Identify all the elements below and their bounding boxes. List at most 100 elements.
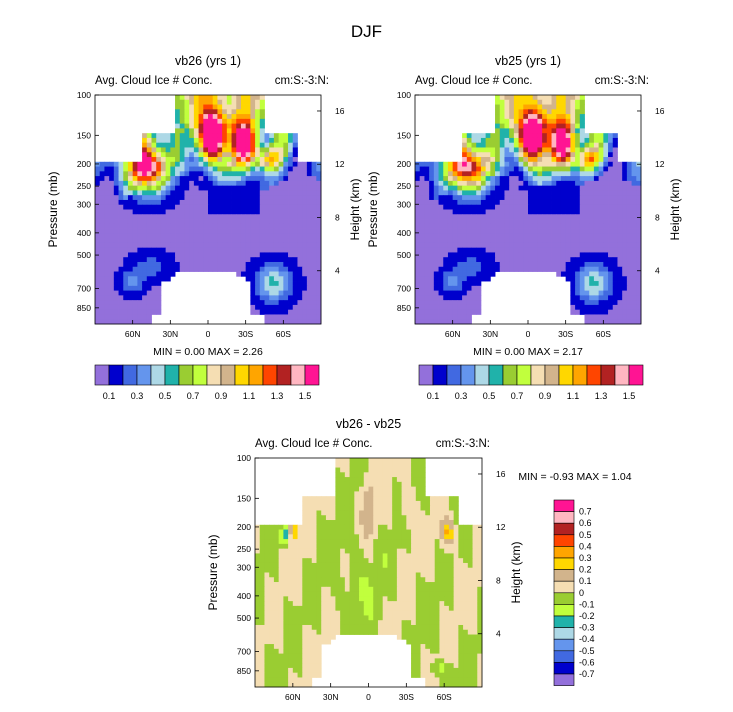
labelbar-label: 0.5 xyxy=(159,391,172,401)
y-tick-label: 100 xyxy=(77,90,91,100)
y-tick-label: 850 xyxy=(397,303,411,313)
y2-tick-label: 8 xyxy=(335,212,340,222)
labelbar-swatch xyxy=(446,364,462,386)
y2-tick-label: 8 xyxy=(655,212,660,222)
labelbar-label: 1.1 xyxy=(567,391,580,401)
y2-tick-label: 16 xyxy=(335,106,345,116)
y2-tick-label: 4 xyxy=(655,266,660,276)
labelbar-label: -0.7 xyxy=(579,669,595,679)
x-tick-label: 0 xyxy=(206,329,211,339)
x-tick-label: 30S xyxy=(238,329,253,339)
y2-axis-title: Height (km) xyxy=(668,178,682,240)
y-tick-label: 500 xyxy=(397,250,411,260)
labelbar-swatch xyxy=(544,364,560,386)
labelbar-swatch xyxy=(108,364,124,386)
labelbar-swatch xyxy=(553,673,575,686)
x-tick-label: 30N xyxy=(163,329,179,339)
y-tick-label: 700 xyxy=(397,284,411,294)
labelbar-swatch xyxy=(94,364,110,386)
panel-vb26: vb26 (yrs 1) Avg. Cloud Ice # Conc. cm:S:-… xyxy=(46,54,362,339)
y-tick-label: 200 xyxy=(397,159,411,169)
y-axis-title: Pressure (mb) xyxy=(46,171,60,247)
labelbar-label: 0.3 xyxy=(131,391,144,401)
x-tick-label: 60N xyxy=(445,329,461,339)
labelbar-label: 1.1 xyxy=(243,391,256,401)
x-tick-label: 60N xyxy=(285,692,301,702)
labelbar-swatch xyxy=(553,499,575,512)
labelbar-label: -0.2 xyxy=(579,611,595,621)
labelbar-label: -0.1 xyxy=(579,599,595,609)
labelbar-label: 0 xyxy=(579,588,584,598)
y2-axis-title: Height (km) xyxy=(509,541,523,603)
y2-tick-label: 8 xyxy=(496,575,501,585)
labelbar-label: -0.5 xyxy=(579,646,595,656)
y-tick-label: 400 xyxy=(77,228,91,238)
panel-right-label: cm:S:-3:N: xyxy=(595,75,649,87)
labelbar-label: 1.5 xyxy=(299,391,312,401)
y2-tick-label: 12 xyxy=(496,522,506,532)
minmax-readout-diff: MIN = -0.93 MAX = 1.04 xyxy=(518,471,631,483)
labelbar-label: 0.7 xyxy=(579,507,592,517)
labelbar-swatch xyxy=(488,364,504,386)
labelbar-swatch xyxy=(614,364,630,386)
labelbar-swatch xyxy=(553,580,575,594)
labelbar-label: 0.1 xyxy=(427,391,440,401)
y-tick-label: 250 xyxy=(237,544,251,554)
labelbar-swatch xyxy=(600,364,616,386)
y2-axis-title: Height (km) xyxy=(348,178,362,240)
panel-right-label: cm:S:-3:N: xyxy=(436,438,490,450)
labelbar-label: 0.3 xyxy=(579,553,592,563)
labelbar-label: 0.7 xyxy=(511,391,524,401)
labelbar-label: -0.4 xyxy=(579,634,595,644)
x-tick-label: 30N xyxy=(483,329,499,339)
y-axis-title: Pressure (mb) xyxy=(206,534,220,610)
panel-title: vb26 - vb25 xyxy=(336,417,401,431)
x-tick-label: 60N xyxy=(125,329,141,339)
y-tick-label: 250 xyxy=(397,181,411,191)
panel-left-label: Avg. Cloud Ice # Conc. xyxy=(255,438,372,450)
labelbar-label: 0.9 xyxy=(539,391,552,401)
labelbar-swatch xyxy=(553,534,575,547)
labelbar-swatch xyxy=(558,364,574,386)
labelbar-label: -0.3 xyxy=(579,623,595,633)
y-tick-label: 200 xyxy=(237,522,251,532)
labelbar-swatch xyxy=(530,364,546,386)
labelbar-swatch xyxy=(164,364,180,386)
labelbar-swatch xyxy=(460,364,476,386)
labelbar-label: -0.6 xyxy=(579,657,595,667)
y-axis-title: Pressure (mb) xyxy=(366,171,380,247)
x-tick-label: 30N xyxy=(323,692,339,702)
x-tick-label: 60S xyxy=(437,692,452,702)
x-tick-label: 0 xyxy=(526,329,531,339)
labelbar-swatch xyxy=(553,638,575,652)
minmax-readout-vb26: MIN = 0.00 MAX = 2.26 xyxy=(153,346,263,358)
y-tick-label: 100 xyxy=(237,453,251,463)
labelbar-swatch xyxy=(276,364,292,386)
labelbar-swatch xyxy=(206,364,222,386)
panel-right-label: cm:S:-3:N: xyxy=(275,75,329,87)
y2-tick-label: 16 xyxy=(496,469,506,479)
panel-title: vb25 (yrs 1) xyxy=(495,54,561,68)
labelbar-label: 0.4 xyxy=(579,541,592,551)
y-tick-label: 300 xyxy=(397,199,411,209)
labelbar-swatch xyxy=(432,364,448,386)
labelbar-diff: 0.70.6 0.50.4 0.3 0.20.1 0-0.1 -0.2 -0.3-0.4 -0… xyxy=(553,499,595,686)
contour-field xyxy=(255,458,483,688)
y-tick-label: 150 xyxy=(397,130,411,140)
labelbar-swatch xyxy=(553,546,575,559)
labelbar-swatch xyxy=(122,364,138,386)
labelbar-label: 0.9 xyxy=(215,391,228,401)
y-tick-label: 700 xyxy=(77,284,91,294)
labelbar-label: 0.1 xyxy=(579,576,592,586)
y-tick-label: 150 xyxy=(237,493,251,503)
labelbar-swatch xyxy=(234,364,250,386)
labelbar-swatch xyxy=(150,364,166,386)
y2-tick-label: 4 xyxy=(335,266,340,276)
labelbar-swatch xyxy=(553,511,575,524)
labelbar-swatch xyxy=(628,364,644,386)
labelbar-swatch xyxy=(553,569,575,582)
panel-diff: vb26 - vb25 Avg. Cloud Ice # Conc. cm:S:-3… xyxy=(206,417,523,702)
y2-tick-label: 4 xyxy=(496,629,501,639)
x-tick-label: 30S xyxy=(399,692,414,702)
